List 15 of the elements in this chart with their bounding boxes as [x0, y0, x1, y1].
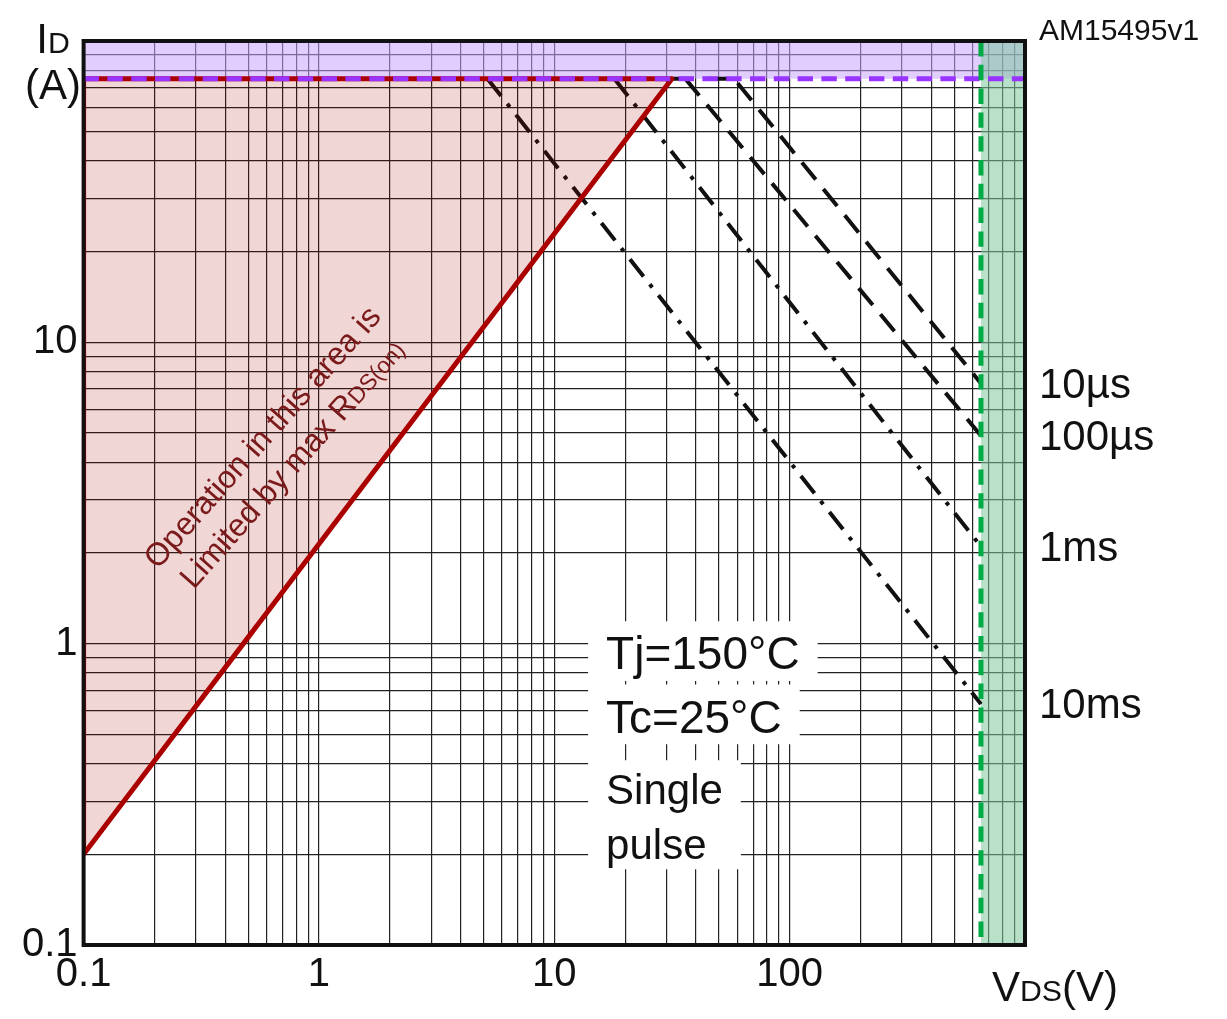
series-label: 10ms: [1039, 680, 1142, 728]
annotation: Tj=150°C: [606, 627, 800, 680]
series-label: 100µs: [1039, 411, 1155, 459]
y-tick-label: 10: [33, 317, 78, 362]
annotation: Single pulse: [606, 766, 723, 868]
x-axis-title: VDS(V): [992, 963, 1119, 1010]
series-label: 1ms: [1039, 522, 1119, 570]
x-tick-label: 100: [756, 950, 824, 995]
text: AM15495v1: [1039, 13, 1200, 46]
x-tick-label: 10: [532, 950, 577, 995]
annotation: Tc=25°C: [606, 690, 782, 743]
y-tick-label: 1: [55, 618, 78, 663]
series-label: 10µs: [1039, 359, 1131, 407]
y-axis-title: ID (A): [25, 15, 82, 108]
x-tick-label: 1: [307, 950, 331, 995]
